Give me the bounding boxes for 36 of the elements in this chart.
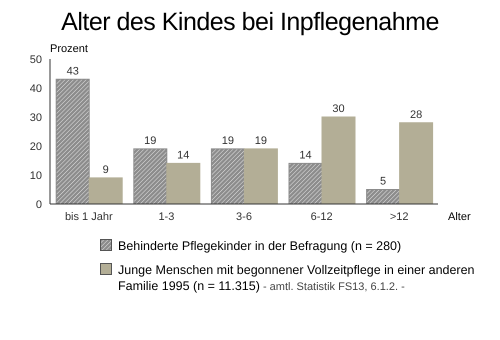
bar [399,122,434,204]
bar [133,148,168,204]
x-tick-label: 3-6 [236,210,252,223]
y-tick-label: 30 [30,112,42,124]
x-axis-title: Alter [448,211,471,223]
data-label: 43 [66,65,79,78]
bar [166,162,200,204]
y-axis-title: Prozent [50,43,88,55]
y-tick-label: 10 [30,170,42,182]
data-label: 14 [299,149,312,162]
data-label: 19 [222,134,234,147]
bar [88,177,123,204]
data-label: 9 [102,164,109,176]
x-tick-label: 1-3 [158,210,174,223]
bar [366,189,400,204]
x-tick-label: 6-12 [310,210,333,223]
bar [288,162,323,204]
data-label: 5 [380,176,386,188]
y-tick-label: 40 [30,82,42,95]
data-label: 28 [410,108,422,121]
y-tick-label: 0 [36,198,42,211]
bar [56,78,90,204]
bar [244,148,278,204]
legend-label: Behinderte Pflegekinder in der Befragung (n = 280) [118,238,402,254]
x-tick-label: >12 [390,210,409,223]
bar [322,116,356,204]
data-label: 19 [144,134,156,147]
y-tick-label: 20 [30,140,42,153]
text: - amtl. Statistik FS13, 6.1.2. - [262,281,405,293]
data-label: 19 [254,134,268,147]
chart-title: Alter des Kindes bei Inpflegenahme [60,8,440,37]
data-label: 14 [177,149,190,162]
x-tick-label: bis 1 Jahr [64,210,113,223]
bar [210,148,245,204]
y-tick-label: 50 [30,54,42,66]
data-label: 30 [332,103,345,115]
